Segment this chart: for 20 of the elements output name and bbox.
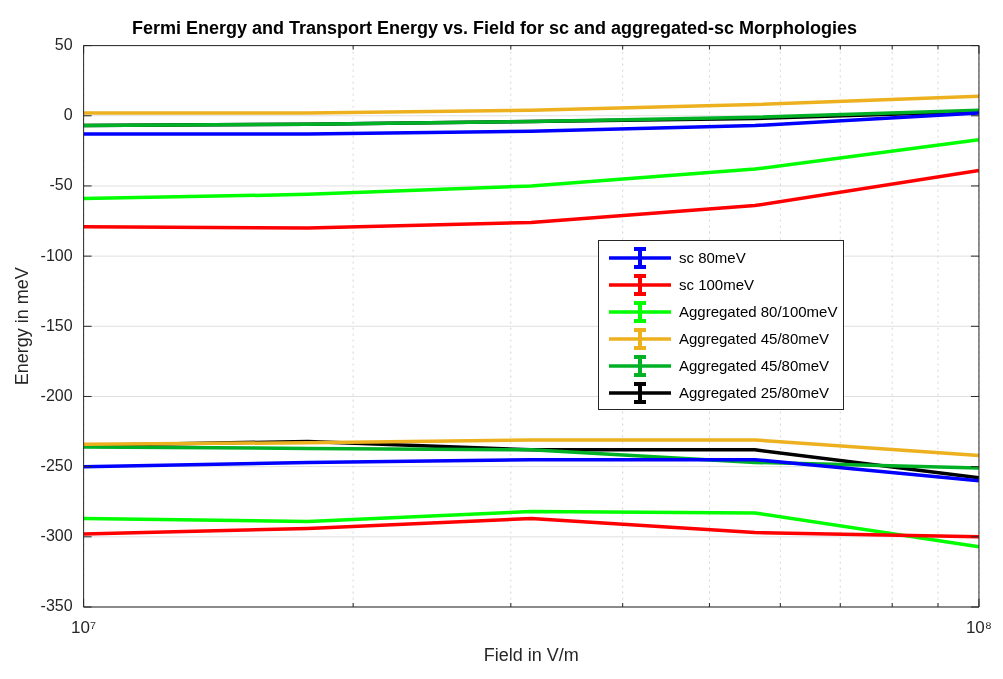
legend-label: Aggregated 45/80meV bbox=[679, 330, 830, 347]
legend-label: Aggregated 80/100meV bbox=[679, 303, 838, 320]
x-axis-title: Field in V/m bbox=[483, 645, 579, 666]
y-tick-label: -100 bbox=[40, 246, 73, 264]
y-tick-label: -200 bbox=[40, 386, 73, 404]
legend-label: sc 80meV bbox=[679, 249, 746, 266]
chart-title: Fermi Energy and Transport Energy vs. Field for sc and aggregated-sc Morphologies bbox=[131, 17, 858, 38]
y-tick-label: -50 bbox=[49, 176, 73, 194]
legend-label: Aggregated 45/80meV bbox=[679, 357, 830, 374]
legend-label: sc 100meV bbox=[679, 276, 755, 293]
y-axis-title: Energy in meV bbox=[11, 267, 32, 386]
y-tick-label: -350 bbox=[40, 597, 73, 615]
legend-label: Aggregated 25/80meV bbox=[679, 384, 830, 401]
x-tick-label: 10⁸ bbox=[965, 617, 993, 637]
x-tick-label: 10⁷ bbox=[71, 617, 97, 637]
y-tick-label: -250 bbox=[40, 457, 73, 475]
y-tick-label: 50 bbox=[54, 36, 73, 54]
y-tick-label: 0 bbox=[63, 106, 73, 124]
y-tick-label: -300 bbox=[40, 527, 73, 545]
y-tick-label: -150 bbox=[40, 316, 73, 334]
